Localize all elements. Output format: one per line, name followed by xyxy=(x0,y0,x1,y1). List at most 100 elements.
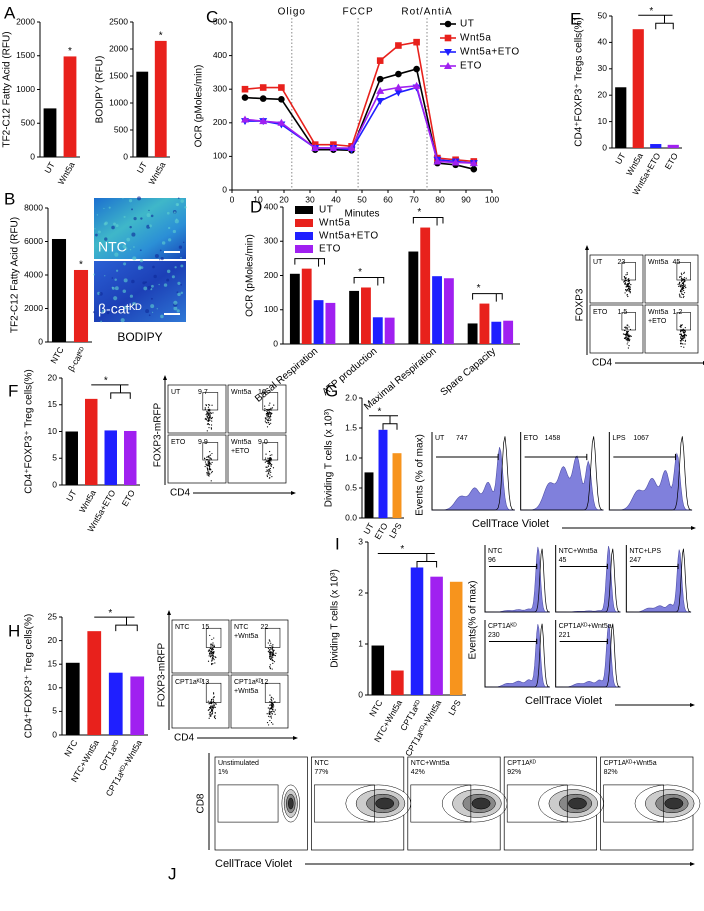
contour-value: 1% xyxy=(218,769,228,776)
image-speckle xyxy=(123,215,126,218)
event-dot xyxy=(679,295,681,297)
event-dot xyxy=(208,461,210,464)
event-dot xyxy=(625,338,627,340)
y-tick-label: 50 xyxy=(598,10,608,20)
histogram-name: NTC+LPS xyxy=(629,548,661,555)
y-tick-label: 1000 xyxy=(109,97,128,107)
event-dot xyxy=(213,696,215,698)
event-dot xyxy=(682,284,684,287)
gate-name: UT xyxy=(171,389,181,396)
image-speckle xyxy=(159,249,162,252)
event-dot xyxy=(209,650,211,652)
event-dot xyxy=(213,651,215,653)
event-dot xyxy=(267,422,270,424)
histogram-gate xyxy=(559,638,608,645)
event-dot xyxy=(212,698,214,700)
y-tick-label: 10 xyxy=(598,116,608,126)
event-dot xyxy=(626,334,629,336)
event-dot xyxy=(210,427,212,429)
histogram-control xyxy=(626,548,692,613)
image-speckle xyxy=(171,275,175,279)
image-speckle xyxy=(118,241,122,245)
event-dot xyxy=(207,420,209,422)
event-dot xyxy=(683,277,686,279)
image-speckle xyxy=(108,206,111,209)
x-tick-label: 80 xyxy=(435,194,445,204)
y-tick-label: 6000 xyxy=(24,236,43,246)
marker xyxy=(259,117,268,125)
event-dot xyxy=(680,336,682,338)
event-dot xyxy=(209,451,211,453)
histogram-control xyxy=(520,436,604,511)
image-speckle xyxy=(139,258,144,263)
event-dot xyxy=(625,274,627,276)
image-speckle xyxy=(151,284,154,288)
event-dot xyxy=(625,334,627,337)
image-speckle xyxy=(100,247,102,250)
y-axis-label: BODIPY (RFU) xyxy=(95,56,106,124)
event-dot xyxy=(206,474,208,476)
bar xyxy=(43,108,57,157)
gate-note: +ETO xyxy=(648,318,667,325)
event-dot xyxy=(211,638,213,641)
marker xyxy=(394,83,403,91)
event-dot xyxy=(271,412,273,414)
gate xyxy=(205,627,222,648)
event-dot xyxy=(628,282,631,284)
image-speckle xyxy=(177,292,181,297)
arrow-head xyxy=(691,526,696,530)
event-dot xyxy=(213,693,215,695)
gate-note: +Wnt5a xyxy=(234,633,258,640)
event-dot xyxy=(684,337,686,339)
x-tick-label: 20 xyxy=(279,194,289,204)
event-dot xyxy=(272,698,275,700)
arrow-head xyxy=(293,736,298,740)
event-dot xyxy=(680,335,683,337)
histogram-gate xyxy=(524,453,588,461)
gate-name: ETO xyxy=(171,439,186,446)
event-dot xyxy=(681,290,683,292)
image-speckle xyxy=(148,209,150,212)
event-dot xyxy=(209,462,211,464)
y-tick-label: 0 xyxy=(123,151,128,161)
image-speckle xyxy=(92,311,96,314)
marker xyxy=(413,38,420,46)
event-dot xyxy=(207,471,209,473)
event-dot xyxy=(265,460,268,462)
image-speckle xyxy=(131,279,135,284)
contour-name: Unstimulated xyxy=(218,760,259,767)
image-speckle xyxy=(180,291,184,295)
event-dot xyxy=(626,336,628,338)
event-dot xyxy=(212,655,214,657)
image-speckle xyxy=(126,237,131,242)
x-tick-label: 100 xyxy=(485,194,499,204)
image-speckle xyxy=(177,281,181,285)
event-dot xyxy=(268,418,270,420)
marker xyxy=(278,95,285,103)
event-dot xyxy=(683,272,685,274)
event-dot xyxy=(625,327,627,329)
y-tick-label: 2.0 xyxy=(345,392,357,402)
flow-plot xyxy=(167,434,227,484)
bar xyxy=(289,273,300,344)
gate xyxy=(262,392,279,411)
event-dot xyxy=(627,347,629,349)
event-dot xyxy=(215,703,217,705)
event-dot xyxy=(271,707,273,709)
event-dot xyxy=(211,662,213,665)
image-speckle xyxy=(93,273,96,276)
event-dot xyxy=(268,710,270,712)
event-dot xyxy=(269,666,271,668)
contour xyxy=(375,797,395,810)
event-dot xyxy=(626,328,628,330)
image-speckle xyxy=(133,246,135,248)
histogram-value: 747 xyxy=(456,435,468,442)
image-speckle xyxy=(177,197,180,199)
y-tick-label: 30 xyxy=(598,63,608,73)
event-dot xyxy=(213,716,216,719)
event-dot xyxy=(628,338,630,340)
contour xyxy=(664,797,684,810)
event-dot xyxy=(268,404,270,406)
event-dot xyxy=(629,286,631,288)
event-dot xyxy=(684,339,687,341)
